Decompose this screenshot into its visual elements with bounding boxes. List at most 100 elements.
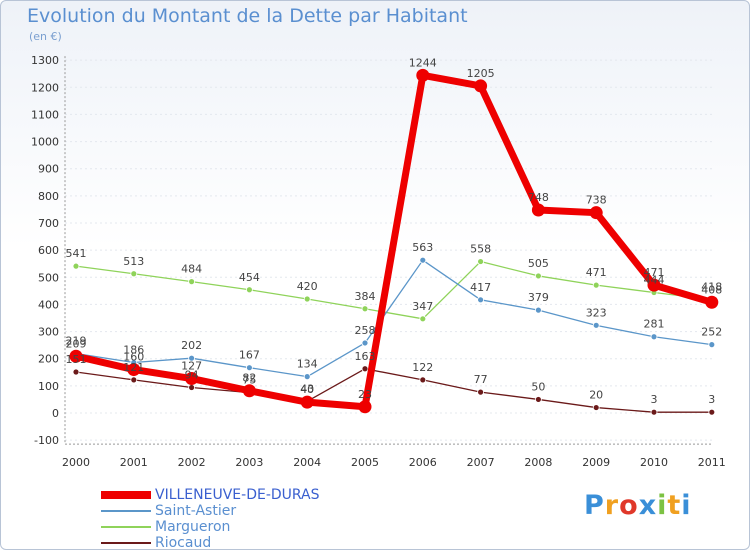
data-label: 281 [644, 318, 665, 331]
data-point [69, 349, 83, 363]
data-label: 50 [531, 380, 545, 393]
data-label: 134 [297, 358, 318, 371]
data-label: 484 [181, 263, 202, 276]
y-tick-label: 1000 [31, 136, 59, 149]
data-label: 379 [528, 291, 549, 304]
y-tick-label: 300 [38, 326, 59, 339]
chart-title: Evolution du Montant de la Dette par Hab… [27, 5, 468, 27]
data-point [303, 295, 311, 303]
data-label: 40 [300, 383, 314, 396]
data-point [303, 373, 311, 381]
data-point [242, 384, 256, 398]
data-label: 75 [242, 374, 256, 387]
y-tick-label: 1100 [31, 108, 59, 121]
legend-item: Saint-Astier [101, 503, 320, 519]
proxiti-logo: Proxiti [584, 490, 692, 521]
y-tick-label: 700 [38, 217, 59, 230]
y-tick-label: 900 [38, 163, 59, 176]
data-label: 3 [708, 393, 715, 406]
data-point [650, 408, 658, 416]
y-tick-label: 0 [52, 407, 59, 420]
x-tick-label: 2007 [467, 456, 495, 469]
data-point [647, 278, 661, 292]
data-label: 94 [185, 368, 199, 381]
x-tick-label: 2009 [582, 456, 610, 469]
data-point [592, 281, 600, 289]
data-point [188, 384, 196, 391]
data-label: 82 [242, 372, 256, 385]
data-point [361, 339, 369, 347]
logo-letter: i [681, 490, 692, 521]
logo-letter: x [638, 490, 658, 521]
data-label: 252 [701, 326, 722, 339]
data-label: 1205 [467, 67, 495, 80]
data-label: 417 [470, 281, 491, 294]
data-label: 151 [66, 353, 87, 366]
legend-item: Margueron [101, 519, 320, 535]
data-point [477, 296, 485, 304]
x-tick-label: 2008 [524, 456, 552, 469]
data-point [300, 395, 314, 409]
x-tick-label: 2001 [120, 456, 148, 469]
data-label: 1244 [409, 56, 437, 69]
data-label: 444 [644, 273, 665, 286]
y-tick-label: 1300 [31, 54, 59, 67]
logo-letter: P [584, 490, 605, 521]
data-point [72, 368, 80, 376]
data-point [592, 321, 600, 329]
chart-legend: VILLENEUVE-DE-DURAS Saint-Astier Margueron… [101, 487, 320, 550]
data-label: 77 [474, 373, 488, 386]
data-point [419, 376, 427, 384]
data-point [361, 305, 369, 313]
chart-subtitle: (en €) [29, 30, 62, 43]
data-point [130, 270, 138, 278]
x-tick-label: 2005 [351, 456, 379, 469]
data-label: 3 [651, 393, 658, 406]
data-label: 347 [412, 300, 433, 313]
data-label: 408 [701, 283, 722, 296]
y-tick-label: 100 [38, 380, 59, 393]
data-label: 323 [586, 306, 607, 319]
data-label: 23 [358, 388, 372, 401]
y-tick-label: 400 [38, 298, 59, 311]
data-label: 471 [586, 266, 607, 279]
legend-swatch [101, 542, 151, 544]
x-tick-label: 2002 [178, 456, 206, 469]
data-label: 418 [701, 281, 722, 294]
series-line-saint-astier [75, 259, 713, 378]
data-point [650, 333, 658, 341]
data-point [127, 363, 141, 377]
data-point [477, 388, 485, 396]
x-tick-label: 2010 [640, 456, 668, 469]
series-line-villeneuve-de-duras [72, 71, 716, 411]
legend-item: VILLENEUVE-DE-DURAS [101, 487, 320, 503]
data-label: 738 [586, 194, 607, 207]
data-label: 163 [355, 350, 376, 363]
data-label: 186 [123, 344, 144, 357]
data-label: 209 [66, 337, 87, 350]
y-tick-label: 200 [38, 353, 59, 366]
data-label: 505 [528, 257, 549, 270]
data-label: 167 [239, 349, 260, 362]
series-line-margueron [75, 260, 713, 320]
data-point [535, 396, 542, 403]
data-point [188, 354, 196, 362]
data-label: 513 [123, 255, 144, 268]
legend-label: VILLENEUVE-DE-DURAS [155, 487, 320, 503]
legend-swatch [101, 510, 151, 512]
data-label: 122 [412, 361, 433, 374]
data-point [416, 68, 430, 82]
x-tick-label: 2004 [293, 456, 321, 469]
legend-label: Margueron [155, 519, 231, 535]
y-tick-label: -100 [34, 434, 59, 447]
data-point [188, 278, 196, 286]
data-label: 121 [123, 361, 144, 374]
legend-label: Riocaud [155, 535, 212, 550]
y-tick-label: 500 [38, 271, 59, 284]
data-label: 420 [297, 280, 318, 293]
legend-swatch [101, 491, 151, 499]
legend-item: Riocaud [101, 535, 320, 550]
data-point [72, 262, 80, 270]
data-label: 20 [589, 389, 603, 402]
